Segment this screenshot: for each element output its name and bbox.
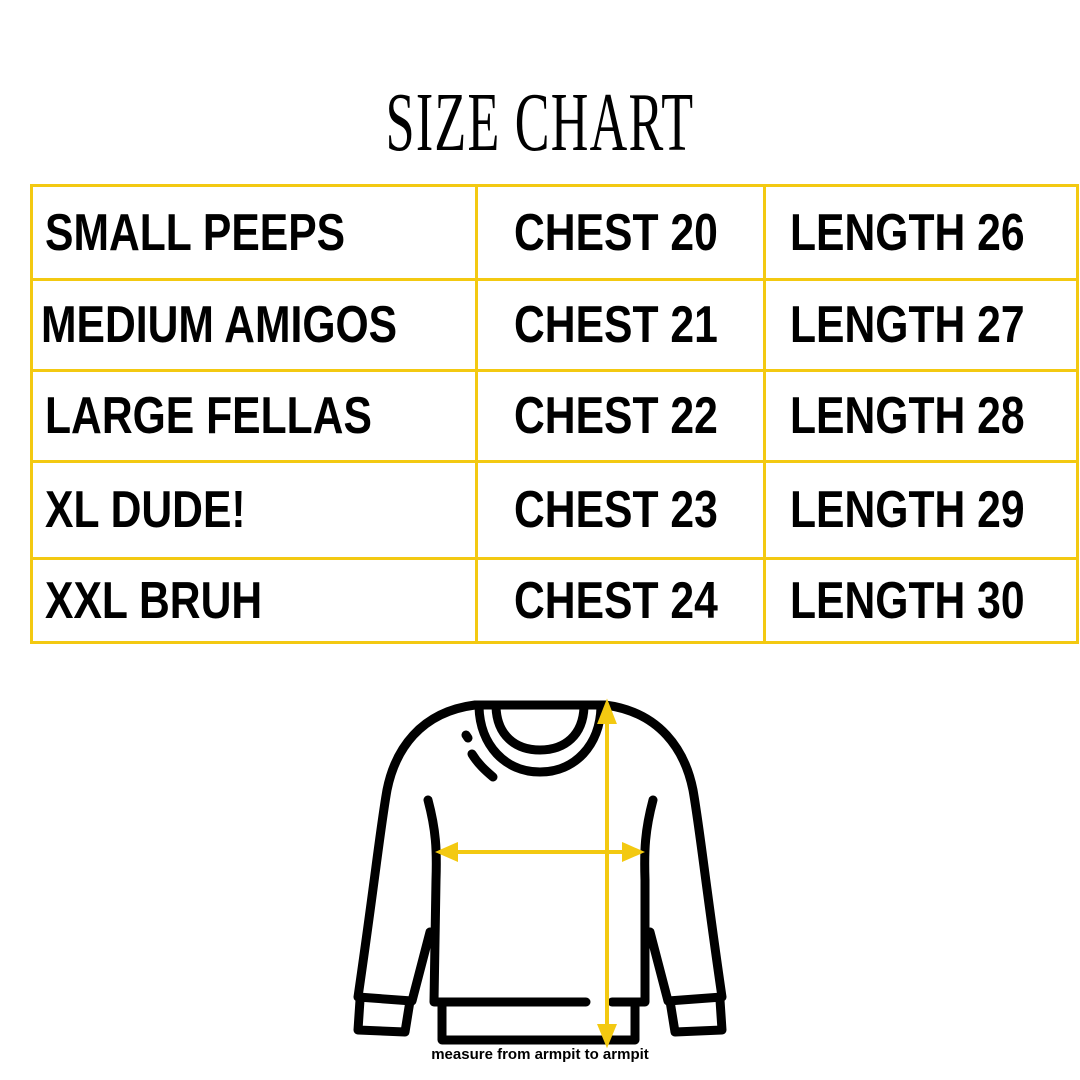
chest-arrow-head-left	[435, 841, 458, 863]
size-name: MEDIUM AMIGOS	[41, 296, 398, 354]
chest-value: CHEST 20	[514, 203, 719, 262]
length-value: LENGTH 28	[789, 387, 1025, 445]
right-side	[607, 795, 658, 1007]
page-title: SIZE CHART	[385, 76, 695, 169]
waistband	[437, 1001, 640, 1045]
left-cuff	[353, 995, 415, 1037]
length-arrow-head-top	[597, 698, 617, 724]
sweatshirt-outline	[353, 700, 727, 1006]
measure-caption: measure from armpit to armpit	[431, 1046, 649, 1063]
table-row: XL DUDE! CHEST 23 LENGTH 29	[29, 460, 1079, 560]
size-name: SMALL PEEPS	[45, 203, 346, 262]
size-table: SMALL PEEPS CHEST 20 LENGTH 26 MEDIUM AM…	[29, 184, 1079, 644]
left-side	[423, 795, 591, 1007]
chest-value: CHEST 22	[514, 387, 719, 445]
collar-inner	[491, 702, 589, 755]
size-name: LARGE FELLAS	[45, 387, 372, 445]
size-name: XXL BRUH	[45, 571, 263, 630]
length-value: LENGTH 30	[789, 571, 1025, 630]
chest-arrow-head-right	[622, 841, 645, 863]
chest-value: CHEST 24	[514, 571, 719, 630]
chest-value: CHEST 23	[514, 481, 719, 539]
collar-outer	[474, 702, 606, 777]
length-value: LENGTH 29	[789, 481, 1025, 539]
table-row: MEDIUM AMIGOS CHEST 21 LENGTH 27	[29, 278, 1079, 372]
length-value: LENGTH 26	[789, 203, 1025, 262]
chest-value: CHEST 21	[514, 296, 719, 354]
size-name: XL DUDE!	[45, 481, 246, 539]
table-row: SMALL PEEPS CHEST 20 LENGTH 26	[29, 184, 1079, 281]
length-value: LENGTH 27	[789, 296, 1025, 354]
collar-detail	[461, 730, 498, 782]
table-row: LARGE FELLAS CHEST 22 LENGTH 28	[29, 369, 1079, 463]
length-arrow-head-bottom	[597, 1024, 617, 1049]
table-row: XXL BRUH CHEST 24 LENGTH 30	[29, 557, 1079, 644]
right-cuff	[665, 995, 727, 1037]
